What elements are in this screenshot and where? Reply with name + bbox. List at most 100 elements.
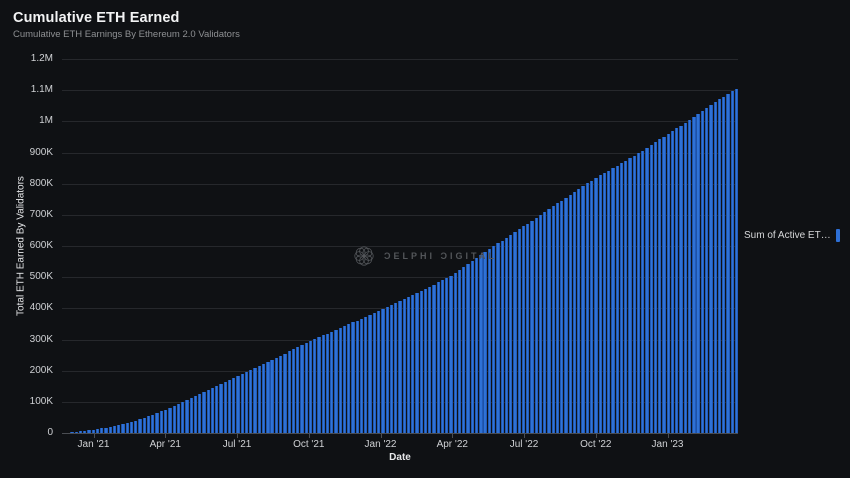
legend-item-sum-of-active-eth[interactable]: Sum of Active ET… xyxy=(744,229,840,242)
bar xyxy=(355,320,359,433)
gridline xyxy=(62,183,738,185)
bar xyxy=(696,114,700,433)
gridline xyxy=(62,121,738,123)
gridline xyxy=(62,214,738,216)
bar xyxy=(675,128,679,433)
bar xyxy=(279,355,283,433)
bar xyxy=(257,365,261,433)
bar xyxy=(185,400,189,433)
bar xyxy=(449,275,453,433)
bar xyxy=(74,431,78,433)
x-tick-label: Jan '23 xyxy=(651,439,684,450)
bar xyxy=(679,125,683,433)
x-tick-mark xyxy=(93,434,95,438)
bar xyxy=(534,217,538,433)
bar xyxy=(726,94,730,433)
bar xyxy=(530,220,534,433)
bar xyxy=(517,229,521,433)
y-tick-label: 900K xyxy=(29,146,53,158)
bar xyxy=(687,120,692,433)
bar xyxy=(330,331,334,433)
bar xyxy=(700,111,705,433)
chart-title: Cumulative ETH Earned xyxy=(13,10,180,26)
bar xyxy=(359,318,364,433)
bar xyxy=(121,424,125,433)
bar xyxy=(474,258,479,433)
bar xyxy=(504,237,509,433)
bar xyxy=(202,392,206,433)
y-tick-label: 1.2M xyxy=(30,53,53,64)
bar xyxy=(296,347,300,433)
x-tick-label: Jan '21 xyxy=(77,439,110,450)
bar xyxy=(615,165,619,433)
bar xyxy=(641,150,645,433)
y-tick-label: 700K xyxy=(29,208,53,220)
bar xyxy=(453,272,457,433)
legend-marker-icon xyxy=(835,229,840,242)
bar xyxy=(496,243,500,433)
y-tick-label: 600K xyxy=(29,240,53,251)
x-axis-title: Date xyxy=(389,452,411,463)
bar xyxy=(376,311,381,433)
bar xyxy=(705,108,709,433)
bar xyxy=(492,246,496,433)
bar xyxy=(649,145,653,433)
bar xyxy=(283,353,287,433)
bar xyxy=(645,147,649,433)
bar xyxy=(509,234,513,433)
bar xyxy=(394,303,398,433)
bar xyxy=(325,333,330,433)
bar xyxy=(734,88,739,433)
bar xyxy=(342,326,347,433)
bar xyxy=(308,340,313,433)
bar xyxy=(142,417,146,433)
bar xyxy=(70,432,74,433)
bar xyxy=(589,180,594,433)
bar xyxy=(168,407,172,433)
bar xyxy=(91,429,95,433)
bar xyxy=(717,99,722,433)
bar xyxy=(176,404,181,433)
bar xyxy=(249,369,253,433)
y-tick-label: 500K xyxy=(29,271,53,283)
bar xyxy=(662,136,666,433)
bar xyxy=(521,226,526,433)
bar xyxy=(406,297,411,433)
x-tick-mark xyxy=(667,434,669,438)
y-tick-label: 100K xyxy=(29,395,53,407)
bar xyxy=(215,386,219,433)
bar xyxy=(436,282,440,433)
bar xyxy=(602,172,607,433)
bar xyxy=(334,329,338,433)
bar xyxy=(632,155,636,433)
plot-area[interactable] xyxy=(62,59,739,434)
bar xyxy=(351,322,355,433)
bar xyxy=(210,388,215,433)
bar xyxy=(398,301,402,433)
x-tick-label: Apr '22 xyxy=(436,439,468,450)
bar xyxy=(500,240,504,433)
bar xyxy=(636,153,641,433)
bar xyxy=(547,208,551,433)
bar xyxy=(538,214,543,433)
bar xyxy=(261,363,266,433)
x-tick-mark xyxy=(308,434,310,438)
bar xyxy=(402,299,406,433)
bar xyxy=(291,349,296,433)
bar xyxy=(513,232,517,433)
bar xyxy=(189,398,193,433)
bar xyxy=(483,252,487,433)
y-tick-label: 1M xyxy=(39,115,53,127)
bar xyxy=(611,168,615,433)
bar xyxy=(134,420,138,433)
bar xyxy=(628,158,632,433)
bar xyxy=(389,305,394,433)
bar xyxy=(568,194,572,433)
bar xyxy=(598,175,602,433)
bar xyxy=(172,406,176,433)
bar xyxy=(313,338,317,433)
bar xyxy=(151,414,155,433)
bar xyxy=(658,139,662,433)
y-tick-label: 300K xyxy=(29,333,53,345)
